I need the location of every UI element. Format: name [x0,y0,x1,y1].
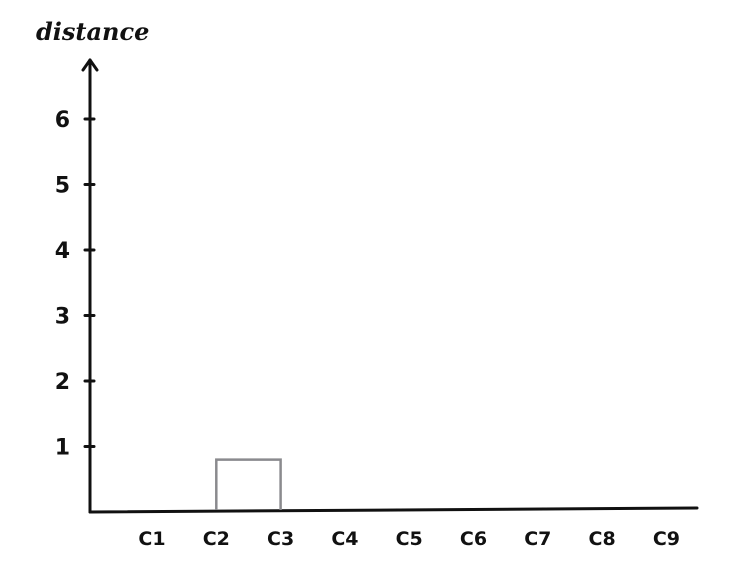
y-tick-label: 6 [55,108,70,133]
y-tick-label: 5 [55,174,70,199]
x-axis-line [88,506,699,514]
x-category-label: C6 [460,528,487,550]
x-category-label: C5 [396,528,423,550]
x-category-label: C1 [138,528,165,550]
x-category-label: C8 [589,528,616,550]
x-category-label: C7 [524,528,551,550]
y-tick-label: 1 [55,436,70,461]
axes [81,58,699,514]
merge-link [215,458,282,510]
x-category-label: C9 [653,528,680,550]
y-tick-label: 2 [55,370,70,395]
y-tick-label: 4 [55,239,70,264]
y-axis-arrow [81,58,99,72]
x-category-label: C2 [203,528,230,550]
y-ticks: 1 2 3 4 5 6 [55,108,96,461]
merge-links [215,458,282,510]
x-category-label: C4 [331,528,358,550]
y-tick-label: 3 [55,305,70,330]
y-axis-label: distance [36,17,149,46]
x-category-label: C3 [267,528,294,550]
x-category-labels: C1 C2 C3 C4 C5 C6 C7 C8 C9 [138,528,680,550]
